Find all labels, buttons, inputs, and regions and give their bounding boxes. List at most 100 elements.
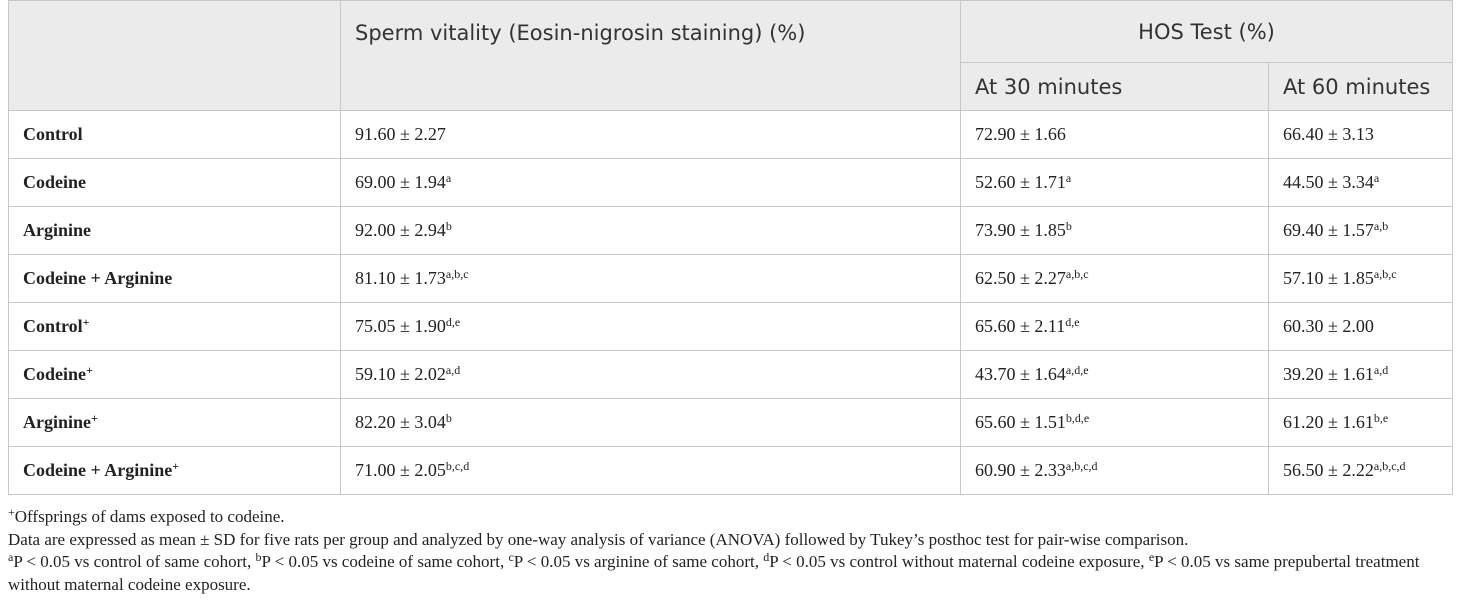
row-label: Arginine+ — [8, 398, 341, 447]
table-body: Control 91.60 ± 2.27 72.90 ± 1.66 66.40 ± 3… — [8, 110, 1454, 495]
table-row: Control+ 75.05 ± 1.90d,e 65.60 ± 2.11d,e 60… — [8, 302, 1454, 351]
header-row: Sperm vitality (Eosin-nigrosin staining)… — [8, 0, 1454, 111]
footnote-text: P < 0.05 vs same prepubertal treatment w… — [8, 552, 1420, 594]
table-cell: 52.60 ± 1.71a — [960, 158, 1269, 207]
cell-text: Control — [23, 124, 83, 144]
cell-text: 59.10 ± 2.02 — [355, 364, 446, 384]
superscript: b — [255, 550, 262, 564]
table-cell: 92.00 ± 2.94b — [340, 206, 961, 255]
table-cell: 75.05 ± 1.90d,e — [340, 302, 961, 351]
table-cell: 44.50 ± 3.34a — [1267, 158, 1454, 207]
table-cell: 82.20 ± 3.04b — [340, 398, 961, 447]
row-label: Arginine — [8, 206, 341, 255]
subheader-cell: At 30 minutes — [960, 62, 1269, 111]
cell-text: 82.20 ± 3.04 — [355, 412, 446, 432]
superscript: a — [1373, 171, 1380, 185]
superscript: b,e — [1373, 411, 1389, 425]
cell-text: 43.70 ± 1.64 — [975, 364, 1066, 384]
table-cell: 56.50 ± 2.22a,b,c,d — [1267, 446, 1454, 495]
subheader-cell: At 60 minutes — [1267, 62, 1454, 111]
cell-text: 56.50 ± 2.22 — [1283, 460, 1374, 480]
cell-text: 69.00 ± 1.94 — [355, 172, 446, 192]
superscript: b — [445, 219, 452, 233]
superscript: d,e — [1065, 315, 1080, 329]
row-label: Codeine — [8, 158, 341, 207]
header-cell: HOS Test (%) — [959, 0, 1454, 63]
superscript: e — [1148, 550, 1155, 564]
cell-text: 71.00 ± 2.05 — [355, 460, 446, 480]
table-row: Arginine+ 82.20 ± 3.04b 65.60 ± 1.51b,d,e 6… — [8, 398, 1454, 447]
superscript: b — [1065, 219, 1072, 233]
superscript: a,d,e — [1065, 363, 1089, 377]
table-cell: 81.10 ± 1.73a,b,c — [340, 254, 961, 303]
superscript: a,b,c — [1373, 267, 1397, 281]
row-label: Control+ — [8, 302, 341, 351]
superscript: b,c,d — [445, 459, 470, 473]
superscript: a,b,c,d — [1065, 459, 1098, 473]
row-label: Codeine+ — [8, 350, 341, 399]
table-row: Control 91.60 ± 2.27 72.90 ± 1.66 66.40 ± 3… — [8, 110, 1454, 159]
table-cell: 69.00 ± 1.94a — [340, 158, 961, 207]
table-cell: 62.50 ± 2.27a,b,c — [960, 254, 1269, 303]
table-cell: 73.90 ± 1.85b — [960, 206, 1269, 255]
footnote-text: P < 0.05 vs control without maternal cod… — [769, 552, 1149, 571]
superscript: a,b,c — [445, 267, 469, 281]
cell-text: Codeine — [23, 364, 86, 384]
cell-text: 81.10 ± 1.73 — [355, 268, 446, 288]
table-cell: 91.60 ± 2.27 — [340, 110, 961, 159]
superscript: d,e — [445, 315, 461, 329]
cell-text: Arginine — [23, 220, 92, 240]
table-cell: 39.20 ± 1.61a,d — [1267, 350, 1454, 399]
row-label: Codeine + Arginine — [8, 254, 341, 303]
superscript: a,b — [1373, 219, 1389, 233]
superscript: a — [8, 550, 14, 564]
cell-text: Codeine — [23, 172, 86, 192]
superscript: + — [8, 505, 15, 519]
footnote-text: P < 0.05 vs codeine of same cohort, — [261, 552, 509, 571]
superscript: b — [445, 411, 452, 425]
table-row: Codeine+ 59.10 ± 2.02a,d 43.70 ± 1.64a,d,e… — [8, 350, 1454, 399]
cell-text: 65.60 ± 1.51 — [975, 412, 1066, 432]
table-cell: 43.70 ± 1.64a,d,e — [960, 350, 1269, 399]
superscript: + — [91, 411, 98, 425]
cell-text: 44.50 ± 3.34 — [1283, 172, 1374, 192]
footnote-text: P < 0.05 vs arginine of same cohort, — [513, 552, 764, 571]
table-cell: 65.60 ± 2.11d,e — [960, 302, 1269, 351]
cell-text: Arginine — [23, 412, 92, 432]
table-cell: 72.90 ± 1.66 — [960, 110, 1269, 159]
cell-text: 91.60 ± 2.27 — [355, 124, 446, 144]
footnote-text: Offsprings of dams exposed to codeine. — [14, 507, 285, 526]
footnotes: +Offsprings of dams exposed to codeine. D… — [8, 506, 1458, 596]
footnote-text: Data are expressed as mean ± SD for five… — [8, 529, 1189, 549]
table-cell: 65.60 ± 1.51b,d,e — [960, 398, 1269, 447]
corner-cell — [8, 0, 341, 111]
cell-text: 75.05 ± 1.90 — [355, 316, 446, 336]
table-cell: 71.00 ± 2.05b,c,d — [340, 446, 961, 495]
table-row: Codeine + Arginine 81.10 ± 1.73a,b,c 62.50… — [8, 254, 1454, 303]
superscript: a,b,c,d — [1373, 459, 1406, 473]
footnote: +Offsprings of dams exposed to codeine. — [8, 506, 1458, 529]
cell-text: 92.00 ± 2.94 — [355, 220, 446, 240]
cell-text: Codeine + Arginine — [23, 268, 173, 288]
row-label: Control — [8, 110, 341, 159]
table-cell: 69.40 ± 1.57a,b — [1267, 206, 1454, 255]
table-cell: 61.20 ± 1.61b,e — [1267, 398, 1454, 447]
cell-text: 61.20 ± 1.61 — [1283, 412, 1374, 432]
table-cell: 60.30 ± 2.00 — [1267, 302, 1454, 351]
table-row: Codeine 69.00 ± 1.94a 52.60 ± 1.71a 44.50 ±… — [8, 158, 1454, 207]
table-cell: 66.40 ± 3.13 — [1267, 110, 1454, 159]
footnote: aP < 0.05 vs control of same cohort, bP … — [8, 551, 1458, 596]
superscript: + — [172, 459, 180, 473]
header-row: At 30 minutes At 60 minutes — [9, 62, 1454, 111]
footnote-text: P < 0.05 vs control of same cohort, — [13, 552, 256, 571]
header-cell: Sperm vitality (Eosin-nigrosin staining)… — [340, 0, 961, 111]
data-table: Sperm vitality (Eosin-nigrosin staining)… — [8, 0, 1454, 495]
footnote: Data are expressed as mean ± SD for five… — [8, 529, 1458, 552]
cell-text: Control — [23, 316, 83, 336]
table-row: Codeine + Arginine+ 71.00 ± 2.05b,c,d 60.9… — [8, 446, 1454, 495]
cell-text: 69.40 ± 1.57 — [1283, 220, 1374, 240]
table-row: Arginine 92.00 ± 2.94b 73.90 ± 1.85b 69.40 … — [8, 206, 1454, 255]
superscript: a — [1065, 171, 1072, 185]
row-label: Codeine + Arginine+ — [8, 446, 341, 495]
